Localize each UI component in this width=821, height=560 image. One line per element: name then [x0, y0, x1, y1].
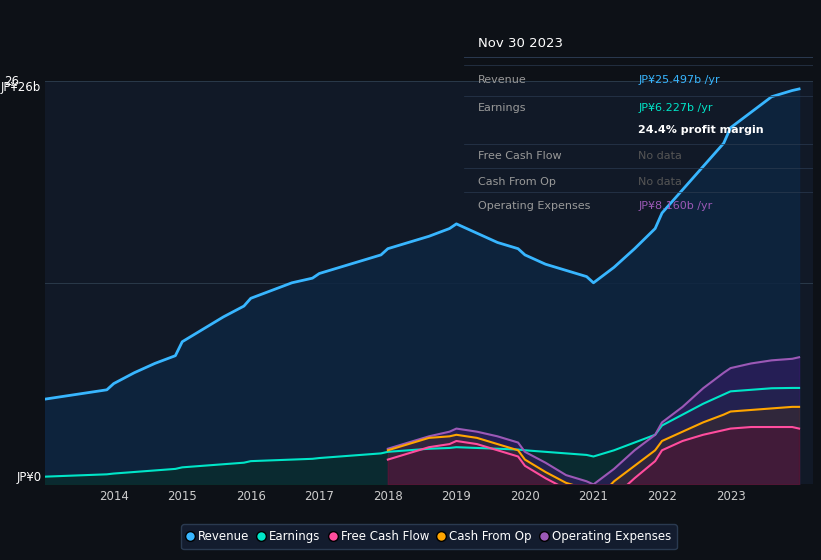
Text: No data: No data — [639, 177, 682, 187]
Text: JP¥25.497b /yr: JP¥25.497b /yr — [639, 76, 720, 86]
Text: 24.4% profit margin: 24.4% profit margin — [639, 125, 764, 135]
Text: Operating Expenses: Operating Expenses — [478, 200, 590, 211]
Text: JP¥6.227b /yr: JP¥6.227b /yr — [639, 103, 713, 113]
Text: Free Cash Flow: Free Cash Flow — [478, 151, 562, 161]
Text: 26: 26 — [4, 74, 19, 88]
Text: Nov 30 2023: Nov 30 2023 — [478, 37, 563, 50]
Legend: Revenue, Earnings, Free Cash Flow, Cash From Op, Operating Expenses: Revenue, Earnings, Free Cash Flow, Cash … — [181, 524, 677, 549]
Text: No data: No data — [639, 151, 682, 161]
Text: Cash From Op: Cash From Op — [478, 177, 556, 187]
Text: JP¥8.160b /yr: JP¥8.160b /yr — [639, 200, 713, 211]
Text: JP¥26b: JP¥26b — [1, 81, 41, 94]
Text: JP¥0: JP¥0 — [16, 472, 41, 484]
Text: Revenue: Revenue — [478, 76, 526, 86]
Text: Earnings: Earnings — [478, 103, 526, 113]
